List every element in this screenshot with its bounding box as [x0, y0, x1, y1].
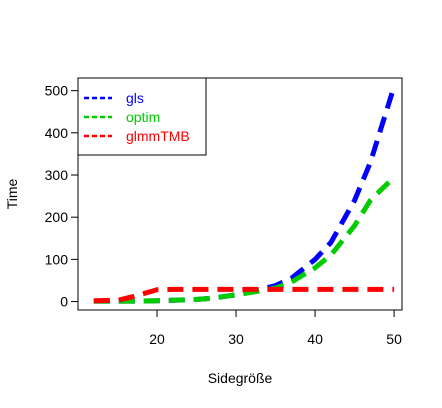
legend-box: [77, 77, 207, 156]
legend-label-optim: optim: [126, 109, 160, 125]
y-tick-label: 500: [45, 83, 69, 99]
legend: gls optim glmmTMB: [77, 77, 207, 156]
series-line-glmmtmb: [93, 286, 395, 304]
x-tick-label: 30: [228, 331, 244, 347]
y-axis-title: Time: [4, 178, 20, 209]
legend-label-glmmtmb: glmmTMB: [126, 128, 190, 144]
y-tick-label: 300: [45, 167, 69, 183]
y-tick-label: 200: [45, 209, 69, 225]
series-line-optim: [93, 175, 396, 304]
x-tick-label: 50: [386, 331, 402, 347]
y-tick-label: 400: [45, 125, 69, 141]
legend-label-gls: gls: [126, 90, 144, 106]
y-tick-label: 100: [45, 251, 69, 267]
x-tick-label: 20: [149, 331, 165, 347]
x-axis-title: Sidegröße: [208, 370, 273, 386]
y-axis: 0 100 200 300 400 500: [45, 83, 79, 310]
y-tick-label: 0: [60, 294, 68, 310]
x-axis: 20 30 40 50: [149, 309, 402, 347]
series-lines: [93, 85, 397, 304]
x-tick-label: 40: [307, 331, 323, 347]
